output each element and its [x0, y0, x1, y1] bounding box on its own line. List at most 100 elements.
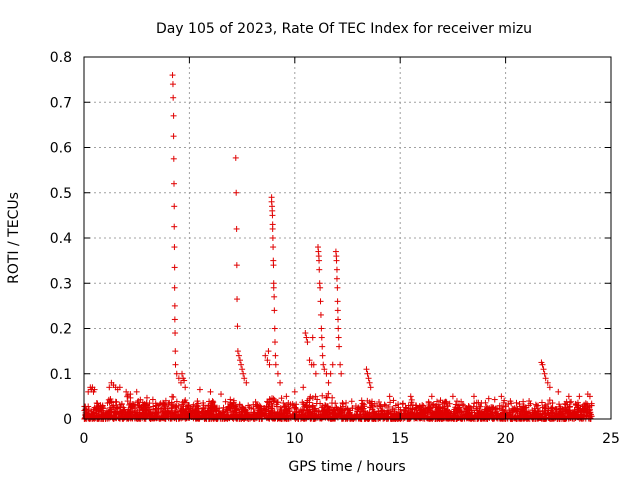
noise-point: [532, 401, 539, 408]
data-point: [334, 284, 341, 291]
data-point: [236, 357, 243, 364]
data-point: [233, 225, 240, 232]
data-point: [127, 391, 134, 398]
noise-point: [289, 400, 296, 407]
x-tick-label: 20: [497, 431, 515, 447]
noise-point: [407, 409, 414, 416]
noise-point: [329, 394, 336, 401]
noise-point: [222, 398, 229, 405]
noise-point: [293, 406, 300, 413]
y-axis-ticks: 0 0.1 0.2 0.3 0.4 0.5 0.6 0.7 0.8: [50, 50, 611, 428]
noise-point: [520, 415, 527, 422]
data-point: [123, 388, 130, 395]
noise-point: [278, 410, 285, 417]
noise-point: [548, 405, 555, 412]
noise-point: [343, 399, 350, 406]
noise-point: [566, 410, 573, 417]
noise-point: [198, 409, 205, 416]
data-point: [544, 379, 551, 386]
data-point: [363, 366, 370, 373]
y-axis-label: ROTI / TECUs: [6, 192, 22, 284]
noise-point: [185, 411, 192, 418]
noise-point: [414, 412, 421, 419]
x-axis-ticks: 0 5 10 15 20 25: [80, 57, 620, 447]
data-point: [243, 379, 250, 386]
noise-point: [582, 405, 589, 412]
noise-point: [506, 409, 513, 416]
noise-point: [165, 401, 172, 408]
noise-point: [329, 410, 336, 417]
data-point: [366, 379, 373, 386]
noise-point: [459, 415, 466, 422]
noise-point: [588, 402, 595, 409]
data-point: [182, 384, 189, 391]
data-point: [586, 393, 593, 400]
noise-point: [433, 408, 440, 415]
noise-point: [193, 402, 200, 409]
noise-point: [403, 411, 410, 418]
noise-point: [152, 409, 159, 416]
noise-point: [553, 406, 560, 413]
data-point: [365, 375, 372, 382]
data-point: [177, 379, 184, 386]
noise-point: [229, 408, 236, 415]
data-point: [239, 366, 246, 373]
noise-point: [333, 404, 340, 411]
data-point: [317, 298, 324, 305]
noise-point: [391, 408, 398, 415]
data-point: [335, 316, 342, 323]
noise-point: [568, 398, 575, 405]
noise-point: [427, 404, 434, 411]
noise-point: [538, 399, 545, 406]
data-point: [540, 366, 547, 373]
noise-point: [470, 403, 477, 410]
data-point: [218, 391, 225, 398]
noise-point: [395, 401, 402, 408]
noise-point: [531, 405, 538, 412]
noise-point: [162, 397, 169, 404]
noise-point: [232, 403, 239, 410]
data-point: [234, 323, 241, 330]
data-point: [318, 325, 325, 332]
noise-point: [312, 393, 319, 400]
noise-point: [458, 398, 465, 405]
noise-point: [476, 407, 483, 414]
noise-point: [535, 408, 542, 415]
noise-point: [573, 402, 580, 409]
noise-point: [344, 414, 351, 421]
noise-point: [282, 403, 289, 410]
plot-frame: [83, 56, 612, 420]
noise-point: [166, 399, 173, 406]
data-point: [171, 284, 178, 291]
noise-point: [103, 410, 110, 417]
noise-point: [246, 411, 253, 418]
noise-point: [200, 399, 207, 406]
noise-point: [162, 403, 169, 410]
noise-point: [491, 396, 498, 403]
noise-point: [113, 404, 120, 411]
noise-point: [208, 412, 215, 419]
noise-point: [93, 410, 100, 417]
noise-point: [446, 414, 453, 421]
noise-point: [189, 403, 196, 410]
noise-point: [107, 398, 114, 405]
x-tick-label: 25: [602, 431, 620, 447]
baseline-noise-band: [81, 390, 595, 422]
noise-point: [173, 398, 180, 405]
data-point: [169, 72, 176, 79]
data-point: [269, 225, 276, 232]
data-point: [234, 296, 241, 303]
y-tick-label: 0: [63, 412, 72, 428]
noise-point: [371, 400, 378, 407]
data-point: [320, 361, 327, 368]
noise-point: [543, 410, 550, 417]
data-point: [235, 352, 242, 359]
data-point: [179, 370, 186, 377]
noise-point: [265, 415, 272, 422]
noise-point: [339, 400, 346, 407]
data-point: [171, 302, 178, 309]
noise-point: [93, 400, 100, 407]
noise-point: [430, 414, 437, 421]
noise-point: [246, 404, 253, 411]
